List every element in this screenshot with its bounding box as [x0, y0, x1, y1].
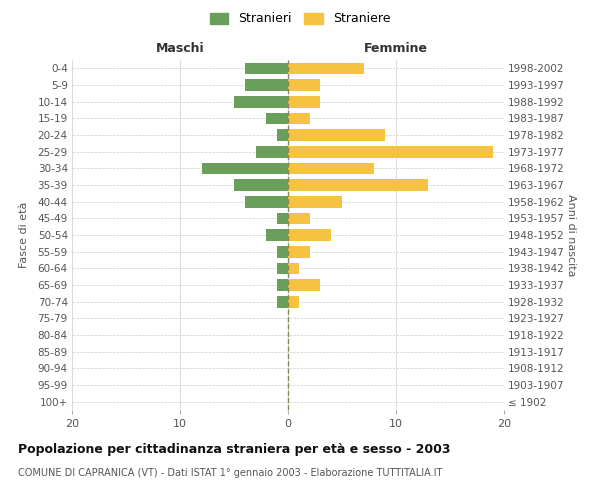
- Text: Femmine: Femmine: [364, 42, 428, 55]
- Bar: [288, 62, 364, 74]
- Bar: [266, 229, 288, 241]
- Y-axis label: Anni di nascita: Anni di nascita: [566, 194, 576, 276]
- Bar: [266, 112, 288, 124]
- Legend: Stranieri, Straniere: Stranieri, Straniere: [206, 8, 394, 29]
- Text: COMUNE DI CAPRANICA (VT) - Dati ISTAT 1° gennaio 2003 - Elaborazione TUTTITALIA.: COMUNE DI CAPRANICA (VT) - Dati ISTAT 1°…: [18, 468, 442, 477]
- Bar: [245, 79, 288, 91]
- Y-axis label: Fasce di età: Fasce di età: [19, 202, 29, 268]
- Bar: [288, 162, 374, 174]
- Bar: [288, 229, 331, 241]
- Bar: [234, 179, 288, 191]
- Bar: [202, 162, 288, 174]
- Bar: [245, 62, 288, 74]
- Bar: [288, 179, 428, 191]
- Text: Popolazione per cittadinanza straniera per età e sesso - 2003: Popolazione per cittadinanza straniera p…: [18, 442, 451, 456]
- Bar: [277, 296, 288, 308]
- Bar: [245, 196, 288, 207]
- Bar: [288, 262, 299, 274]
- Bar: [288, 129, 385, 141]
- Bar: [288, 246, 310, 258]
- Bar: [288, 212, 310, 224]
- Bar: [288, 112, 310, 124]
- Bar: [256, 146, 288, 158]
- Bar: [234, 96, 288, 108]
- Bar: [277, 212, 288, 224]
- Bar: [277, 279, 288, 291]
- Bar: [288, 146, 493, 158]
- Bar: [277, 246, 288, 258]
- Bar: [277, 129, 288, 141]
- Bar: [288, 279, 320, 291]
- Bar: [288, 296, 299, 308]
- Bar: [288, 196, 342, 207]
- Bar: [288, 79, 320, 91]
- Text: Maschi: Maschi: [155, 42, 205, 55]
- Bar: [277, 262, 288, 274]
- Bar: [288, 96, 320, 108]
